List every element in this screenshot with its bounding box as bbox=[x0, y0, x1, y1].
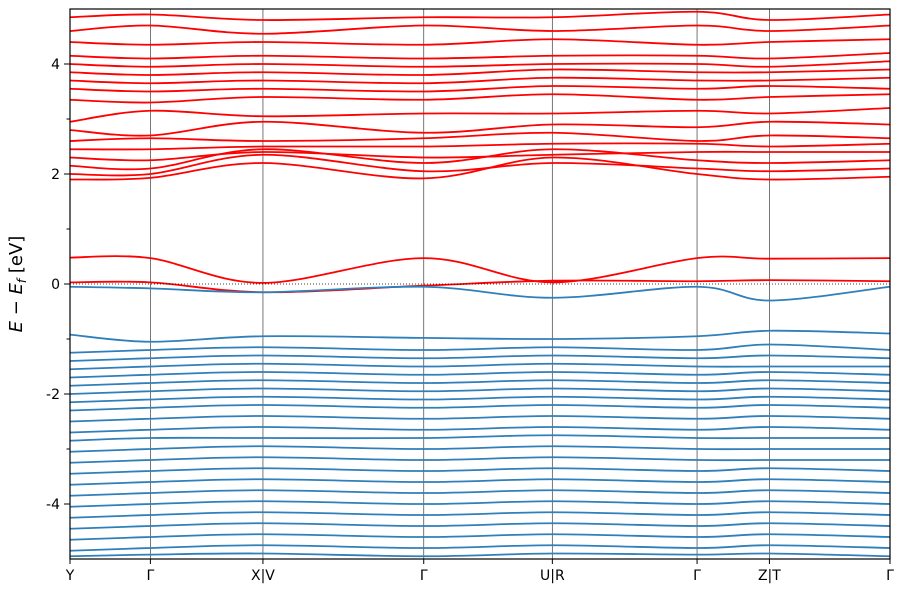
conduction-band-line bbox=[70, 38, 890, 46]
x-tick-label: Γ bbox=[693, 568, 701, 584]
valence-band-line bbox=[70, 478, 890, 486]
x-axis-ticks: Y Γ X|V Γ U|R Γ Z|T Γ bbox=[65, 559, 894, 584]
valence-band-line bbox=[70, 456, 890, 464]
x-tick-label: Y bbox=[65, 568, 75, 584]
conduction-band-line bbox=[70, 150, 890, 162]
valence-band-line bbox=[70, 426, 890, 434]
valence-band-line bbox=[70, 445, 890, 453]
conduction-band-line bbox=[70, 68, 890, 76]
valence-band-line bbox=[70, 533, 890, 541]
valence-band-line bbox=[70, 522, 890, 530]
valence-band-line bbox=[70, 415, 890, 423]
conduction-band-line bbox=[70, 107, 890, 123]
x-tick-label: Γ bbox=[146, 568, 154, 584]
y-tick-label: 0 bbox=[51, 277, 60, 293]
valence-band-line bbox=[70, 467, 890, 475]
y-axis-label-unit: [eV] bbox=[6, 236, 27, 279]
conduction-band-line bbox=[70, 85, 890, 93]
valence-band-line bbox=[70, 343, 890, 354]
conduction-band-line bbox=[70, 131, 890, 142]
valence-band-line bbox=[70, 544, 890, 552]
conduction-band-line bbox=[70, 153, 890, 177]
conduction-band-line bbox=[70, 76, 890, 85]
x-tick-label: X|V bbox=[251, 568, 275, 584]
x-tick-label: Γ bbox=[886, 568, 894, 584]
valence-band-line bbox=[70, 379, 890, 387]
conduction-band-line bbox=[70, 10, 890, 21]
y-axis-label-sub: f bbox=[15, 277, 29, 283]
x-tick-label: U|R bbox=[540, 568, 565, 584]
valence-band-line bbox=[70, 500, 890, 508]
y-tick-label: -2 bbox=[46, 387, 60, 403]
conduction-band-line bbox=[70, 93, 890, 104]
y-axis-label: E − Ef [eV] bbox=[6, 236, 29, 333]
valence-band-line bbox=[70, 362, 890, 371]
valence-band-line bbox=[70, 404, 890, 412]
y-axis-label-main: E − E bbox=[6, 282, 27, 332]
valence-band-line bbox=[70, 387, 890, 395]
valence-band-line bbox=[70, 511, 890, 519]
conduction-band-line bbox=[70, 24, 890, 35]
conduction-band-line bbox=[70, 279, 890, 294]
valence-band-line bbox=[70, 489, 890, 497]
valence-band-line bbox=[70, 354, 890, 362]
y-tick-label: 4 bbox=[51, 57, 60, 73]
valence-band-line bbox=[70, 552, 890, 558]
conduction-band-line bbox=[70, 60, 890, 68]
valence-band-line bbox=[70, 285, 890, 302]
band-lines bbox=[70, 10, 890, 558]
conduction-band-line bbox=[70, 255, 890, 284]
y-tick-label: -4 bbox=[46, 497, 60, 513]
conduction-band-line bbox=[70, 52, 890, 60]
valence-band-line bbox=[70, 395, 890, 404]
y-axis-ticks: 4 2 0 -2 -4 bbox=[46, 57, 70, 513]
x-tick-label: Γ bbox=[420, 568, 428, 584]
valence-band-line bbox=[70, 434, 890, 442]
valence-band-line bbox=[70, 329, 890, 343]
conduction-band-line bbox=[70, 120, 890, 137]
x-tick-label: Z|T bbox=[758, 568, 781, 584]
conduction-band-line bbox=[70, 142, 890, 151]
valence-band-line bbox=[70, 371, 890, 379]
y-tick-label: 2 bbox=[51, 167, 60, 183]
